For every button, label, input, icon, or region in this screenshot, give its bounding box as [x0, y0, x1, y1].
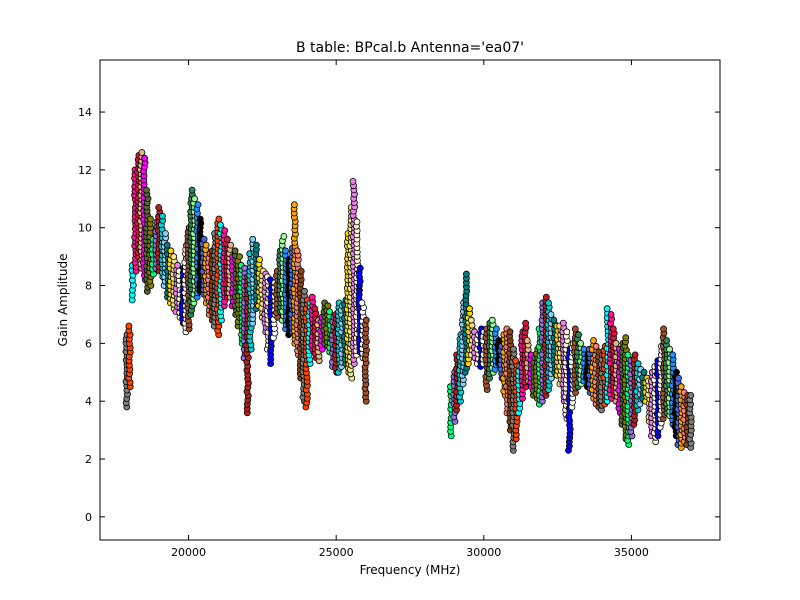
data-points: [122, 149, 695, 454]
data-point: [227, 241, 235, 249]
data-point: [155, 204, 163, 211]
data-point: [492, 325, 500, 333]
data-point: [349, 177, 357, 185]
data-point: [663, 337, 671, 344]
data-point: [575, 331, 582, 339]
data-point: [467, 316, 475, 324]
data-point: [215, 215, 223, 223]
data-point: [506, 328, 514, 336]
data-point: [147, 215, 154, 223]
data-point: [216, 221, 224, 229]
data-point: [577, 339, 584, 347]
x-tick-label: 35000: [614, 546, 649, 559]
y-tick-label: 14: [78, 106, 92, 119]
data-point: [362, 316, 370, 324]
data-point: [607, 311, 615, 318]
data-point: [196, 215, 204, 223]
data-point: [290, 201, 298, 209]
data-point: [326, 308, 333, 316]
chart-title: B table: BPcal.b Antenna='ea07': [296, 40, 524, 56]
data-point: [174, 261, 182, 269]
data-point: [512, 357, 519, 365]
data-point: [221, 227, 229, 235]
data-point: [252, 241, 260, 249]
data-point: [590, 337, 597, 344]
data-point: [677, 383, 685, 391]
data-point: [545, 299, 552, 307]
y-tick-label: 12: [78, 164, 92, 177]
data-point: [547, 311, 555, 318]
data-point: [612, 339, 620, 347]
x-tick-label: 25000: [319, 546, 354, 559]
y-tick-label: 0: [85, 511, 92, 524]
data-point: [510, 345, 517, 353]
data-point: [158, 212, 166, 220]
data-point: [231, 247, 239, 255]
y-tick-label: 6: [85, 337, 92, 350]
data-point: [280, 232, 288, 240]
y-tick-label: 8: [85, 280, 92, 293]
data-point: [353, 218, 361, 226]
data-point: [631, 351, 639, 359]
data-point: [194, 201, 202, 209]
x-tick-label: 30000: [466, 546, 501, 559]
data-point: [324, 302, 332, 310]
data-point: [143, 186, 150, 194]
data-point: [660, 325, 667, 333]
data-point: [609, 325, 617, 333]
data-point: [301, 287, 308, 295]
data-point: [603, 305, 611, 313]
data-point: [673, 368, 680, 376]
data-point: [236, 253, 244, 261]
data-point: [223, 235, 231, 243]
data-point: [188, 186, 196, 194]
data-point: [571, 325, 579, 333]
data-point: [462, 270, 470, 278]
data-point: [550, 316, 558, 324]
data-point: [191, 195, 199, 203]
data-point: [559, 319, 567, 327]
data-point: [297, 267, 305, 275]
data-point: [563, 328, 571, 336]
y-axis-label: Gain Amplitude: [56, 254, 70, 347]
data-point: [522, 319, 529, 327]
data-point: [466, 305, 473, 313]
data-point: [170, 253, 178, 261]
data-point: [163, 241, 171, 249]
data-point: [687, 391, 695, 399]
data-point: [162, 230, 169, 237]
data-point: [624, 351, 632, 359]
data-point: [675, 374, 682, 382]
data-point: [293, 247, 301, 255]
data-point: [488, 316, 496, 324]
data-point: [138, 149, 146, 156]
data-point: [666, 345, 673, 353]
data-point: [634, 360, 642, 368]
y-tick-label: 2: [85, 453, 92, 466]
data-point: [282, 247, 289, 255]
data-point: [358, 299, 366, 307]
data-point: [249, 235, 257, 243]
data-point: [542, 293, 550, 301]
data-point: [592, 342, 600, 350]
data-point: [167, 247, 175, 255]
data-point: [622, 334, 630, 342]
x-tick-label: 20000: [171, 546, 206, 559]
data-point: [308, 293, 316, 301]
data-point: [141, 154, 149, 162]
y-tick-label: 4: [85, 395, 92, 408]
data-point: [669, 351, 677, 359]
data-point: [523, 337, 531, 344]
data-point: [125, 322, 133, 330]
data-point: [200, 235, 208, 243]
data-point: [640, 368, 648, 376]
data-point: [311, 305, 319, 313]
x-axis-label: Frequency (MHz): [360, 563, 461, 577]
data-point: [256, 256, 264, 263]
data-point: [356, 264, 364, 272]
y-tick-label: 10: [78, 222, 92, 235]
data-point: [202, 241, 210, 249]
